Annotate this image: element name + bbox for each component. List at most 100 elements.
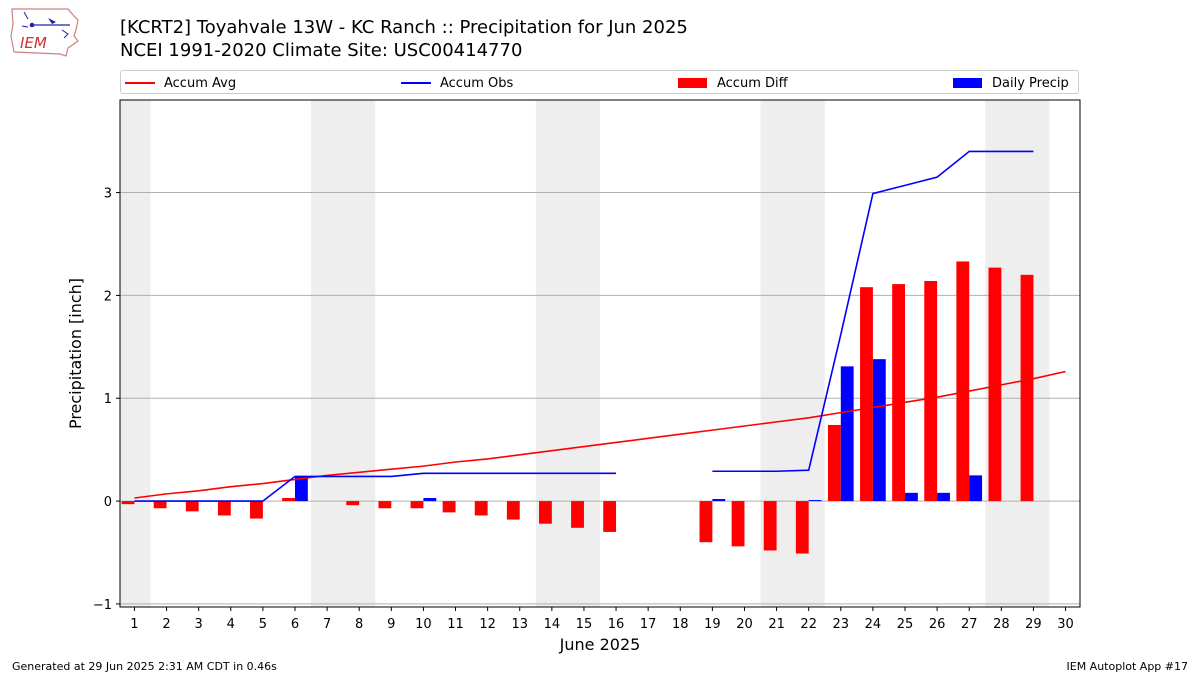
x-tick-label: 5: [259, 617, 267, 632]
x-tick-label: 24: [865, 617, 882, 632]
accum-diff-bar: [956, 261, 970, 502]
accum-diff-bar: [860, 287, 873, 502]
accum-obs-line: [134, 472, 617, 502]
accum-diff-bar: [185, 501, 199, 512]
x-tick-label: 28: [993, 617, 1010, 632]
accum-diff-bar: [763, 501, 777, 551]
x-tick-label: 17: [640, 617, 657, 632]
x-tick-label: 1: [130, 617, 138, 632]
daily-precip-bar: [294, 476, 308, 502]
chart-legend: Accum Avg Accum Obs Accum Diff Daily Pre…: [120, 70, 1079, 94]
x-tick-label: 22: [800, 617, 817, 632]
iem-logo: IEM: [10, 8, 79, 57]
weekend-band: [985, 100, 1050, 607]
accum-diff-bar: [346, 501, 360, 506]
x-tick-label: 12: [479, 617, 496, 632]
daily-precip-bar: [808, 500, 822, 502]
weekend-band: [760, 100, 825, 607]
legend-label: Accum Diff: [717, 75, 788, 91]
x-tick-label: 6: [291, 617, 299, 632]
accum-diff-bar: [571, 501, 584, 528]
accum-diff-bar: [217, 501, 231, 516]
daily-precip-bar: [840, 366, 854, 502]
legend-swatch: [953, 78, 982, 88]
accum-diff-bar: [282, 497, 295, 502]
accum-obs-line: [712, 150, 1034, 473]
daily-precip-bar: [872, 359, 886, 502]
accum-diff-bar: [506, 501, 520, 520]
accum-diff-bar: [892, 284, 906, 502]
chart-subtitle: NCEI 1991-2020 Climate Site: USC00414770: [120, 40, 523, 61]
y-tick-label: 0: [104, 495, 112, 510]
logo-text: IEM: [20, 34, 47, 52]
x-tick-label: 19: [704, 617, 721, 632]
x-tick-label: 2: [162, 617, 170, 632]
weekend-band: [311, 100, 376, 607]
chart-title: [KCRT2] Toyahvale 13W - KC Ranch :: Prec…: [120, 17, 688, 38]
legend-label: Accum Obs: [440, 75, 514, 91]
plot-frame: [119, 99, 1081, 608]
accum-diff-bar: [1020, 274, 1034, 502]
accum-diff-bar: [153, 501, 167, 509]
x-tick-label: 30: [1057, 617, 1074, 632]
y-tick-label: −1: [93, 598, 112, 613]
legend-swatch: [678, 78, 707, 88]
x-tick-label: 11: [447, 617, 464, 632]
legend-label: Daily Precip: [992, 75, 1069, 91]
x-tick-label: 7: [323, 617, 331, 632]
x-axis-label: June 2025: [559, 635, 641, 654]
accum-diff-bar: [988, 267, 1002, 502]
accum-diff-bar: [699, 501, 713, 543]
x-tick-label: 13: [511, 617, 528, 632]
x-tick-label: 9: [387, 617, 395, 632]
accum-avg-line: [134, 370, 1066, 499]
accum-diff-bar: [474, 501, 488, 516]
y-axis-label: Precipitation [inch]: [66, 278, 85, 429]
x-tick-label: 10: [415, 617, 432, 632]
weekend-band: [120, 100, 151, 607]
accum-diff-bar: [442, 501, 456, 513]
legend-item-accum-obs: Accum Obs: [401, 74, 513, 92]
accum-diff-bar: [538, 501, 552, 524]
daily-precip-bar: [905, 492, 918, 502]
x-tick-label: 8: [355, 617, 363, 632]
accum-diff-bar: [827, 424, 841, 502]
x-tick-label: 25: [897, 617, 914, 632]
x-tick-label: 15: [576, 617, 593, 632]
weekend-band: [535, 100, 600, 607]
legend-swatch: [401, 82, 431, 84]
iowa-outline-icon: [10, 8, 79, 57]
legend-swatch: [125, 82, 155, 84]
accum-diff-bar: [924, 280, 938, 502]
y-tick-label: 1: [104, 392, 112, 407]
legend-item-daily-precip: Daily Precip: [953, 74, 1069, 92]
accum-diff-bar: [250, 501, 263, 519]
x-tick-label: 18: [672, 617, 689, 632]
daily-precip-bar: [937, 492, 950, 502]
y-tick-label: 3: [104, 187, 112, 202]
x-tick-label: 29: [1025, 617, 1042, 632]
x-tick-label: 20: [736, 617, 753, 632]
x-tick-label: 16: [608, 617, 625, 632]
accum-diff-bar: [795, 501, 809, 554]
x-tick-label: 23: [833, 617, 850, 632]
daily-precip-bar: [969, 475, 983, 502]
accum-diff-bar: [121, 501, 135, 505]
daily-precip-bar: [423, 497, 437, 502]
x-tick-label: 21: [768, 617, 785, 632]
legend-item-accum-avg: Accum Avg: [125, 74, 236, 92]
accum-diff-bar: [731, 501, 745, 547]
x-tick-label: 27: [961, 617, 978, 632]
accum-diff-bar: [378, 501, 392, 509]
x-tick-label: 14: [544, 617, 561, 632]
x-tick-label: 3: [195, 617, 203, 632]
daily-precip-bar: [712, 499, 726, 502]
legend-label: Accum Avg: [164, 75, 237, 91]
x-tick-label: 4: [227, 617, 235, 632]
app-note: IEM Autoplot App #17: [1066, 660, 1189, 673]
y-tick-label: 2: [104, 289, 112, 304]
x-tick-label: 26: [929, 617, 946, 632]
accum-diff-bar: [603, 501, 617, 532]
accum-diff-bar: [410, 501, 424, 509]
